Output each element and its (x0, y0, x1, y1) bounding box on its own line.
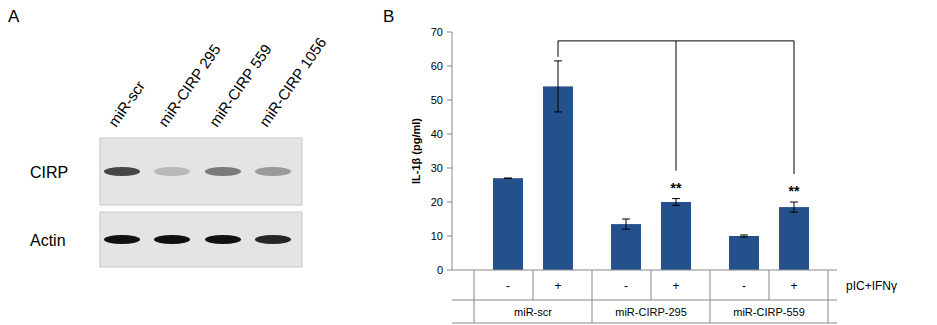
y-tick (447, 202, 452, 203)
y-tick-label: 60 (431, 60, 443, 72)
band (255, 235, 291, 244)
bar (729, 236, 759, 270)
error-stem (558, 61, 559, 112)
bar (543, 86, 573, 270)
table-divider (592, 270, 593, 323)
x-tick-label: + (554, 279, 561, 293)
y-tick (447, 270, 452, 271)
error-cap (622, 229, 630, 230)
table-divider (651, 270, 652, 300)
table-divider (769, 270, 770, 300)
significance: ** (671, 180, 682, 196)
significance: ** (789, 183, 800, 199)
y-axis (452, 32, 453, 270)
group-label: miR-CIRP-295 (615, 306, 687, 318)
error-bar (790, 202, 798, 212)
error-cap (622, 219, 630, 220)
table-divider (474, 270, 475, 323)
canvas: AmiR-scrmiR-CIRP 295miR-CIRP 559miR-CIRP… (0, 0, 937, 325)
y-tick-label: 20 (431, 196, 443, 208)
x-tick-label: - (742, 279, 746, 293)
error-cap (790, 202, 798, 203)
error-cap (554, 60, 562, 61)
error-bar (672, 199, 680, 206)
panel-label: A (8, 7, 20, 26)
band (104, 235, 140, 244)
y-tick-label: 10 (431, 230, 443, 242)
y-tick (447, 100, 452, 101)
error-bar (740, 235, 748, 237)
group-label: miR-scr (514, 306, 552, 318)
error-bar (622, 219, 630, 229)
bracket-leg (794, 41, 795, 174)
error-cap (740, 234, 748, 235)
y-tick (447, 236, 452, 237)
x-axis-title: pIC+IFNγ (846, 279, 897, 293)
bracket-leg (558, 41, 559, 57)
blot-membrane (100, 212, 302, 267)
band (154, 167, 190, 176)
x-axis (452, 270, 837, 271)
blot-membrane (100, 138, 302, 205)
y-tick (447, 168, 452, 169)
bar (661, 202, 691, 270)
error-stem (794, 202, 795, 212)
panel-label: B (383, 7, 394, 26)
row-label: CIRP (30, 164, 68, 181)
error-cap (554, 111, 562, 112)
table-line (452, 323, 837, 324)
bar (493, 178, 523, 270)
y-tick-label: 30 (431, 162, 443, 174)
error-cap (672, 205, 680, 206)
error-cap (504, 178, 512, 179)
error-stem (676, 199, 677, 206)
y-tick (447, 134, 452, 135)
error-bar (554, 61, 562, 112)
error-cap (504, 178, 512, 179)
y-tick-label: 40 (431, 128, 443, 140)
x-tick-label: - (506, 279, 510, 293)
error-cap (790, 212, 798, 213)
group-label: miR-CIRP-559 (733, 306, 805, 318)
lane-label: miR-CIRP 1056 (256, 34, 330, 130)
band (255, 167, 291, 176)
bracket-leg (676, 41, 677, 171)
table-divider (710, 270, 711, 323)
error-cap (672, 198, 680, 199)
error-cap (740, 237, 748, 238)
x-tick-label: - (624, 279, 628, 293)
table-divider (828, 270, 829, 323)
figure: AmiR-scrmiR-CIRP 295miR-CIRP 559miR-CIRP… (0, 0, 937, 325)
bars (493, 61, 809, 270)
x-tick-label: + (672, 279, 679, 293)
y-tick-label: 0 (437, 264, 443, 276)
table-line (452, 300, 837, 301)
error-bar (504, 178, 512, 179)
y-tick (447, 66, 452, 67)
lane-label: miR-scr (105, 78, 149, 130)
row-label: Actin (30, 232, 66, 249)
band (205, 235, 241, 244)
y-tick-label: 70 (431, 26, 443, 38)
y-axis-title: IL-1β (pg/ml) (410, 118, 422, 184)
table-divider (533, 270, 534, 300)
y-tick-label: 50 (431, 94, 443, 106)
bar (779, 207, 809, 270)
bar (611, 224, 641, 270)
error-stem (626, 219, 627, 229)
band (205, 167, 241, 176)
band (104, 167, 140, 176)
band (154, 235, 190, 244)
x-tick-label: + (790, 279, 797, 293)
y-tick (447, 32, 452, 33)
